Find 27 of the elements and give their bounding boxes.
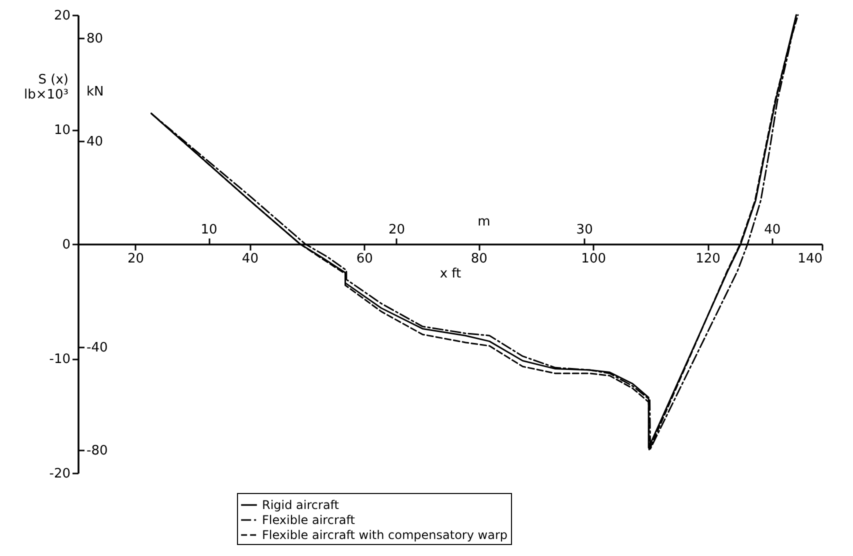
y-tick-label: 10: [54, 123, 70, 138]
x2-tick-label: 40: [764, 222, 781, 238]
x-tick-label: 40: [242, 252, 258, 266]
x-tick-label: 120: [696, 252, 720, 266]
y2-tick-label: -40: [86, 340, 108, 356]
y-tick-label: 20: [54, 8, 70, 24]
y-tick-label: 0: [62, 238, 70, 252]
legend-label: Flexible aircraft with compensatory warp: [262, 528, 508, 542]
y-axis-title: S (x) lb×10³: [24, 72, 68, 102]
x-tick-label: 60: [356, 252, 373, 266]
x-axis-title: x ft: [440, 266, 462, 282]
x2-axis-title: m: [478, 214, 490, 230]
x2-tick-label: 20: [388, 222, 406, 238]
y2-axis-title: kN: [86, 84, 104, 100]
y2-tick-label: -80: [86, 443, 108, 458]
legend-label: Flexible aircraft: [262, 513, 356, 527]
x-tick-label: 100: [581, 252, 606, 266]
y2-tick-label: 80: [86, 32, 104, 47]
x2-tick-label: 10: [200, 222, 218, 238]
y-tick-label: -10: [49, 352, 70, 367]
x-tick-label: 140: [798, 252, 822, 266]
y-tick-label: -20: [49, 466, 70, 482]
x2-tick-label: 30: [576, 222, 593, 238]
x-tick-label: 80: [470, 252, 488, 266]
legend-label: Rigid aircraft: [262, 498, 340, 512]
y2-tick-label: 40: [86, 134, 104, 150]
x-tick-label: 20: [127, 252, 144, 266]
